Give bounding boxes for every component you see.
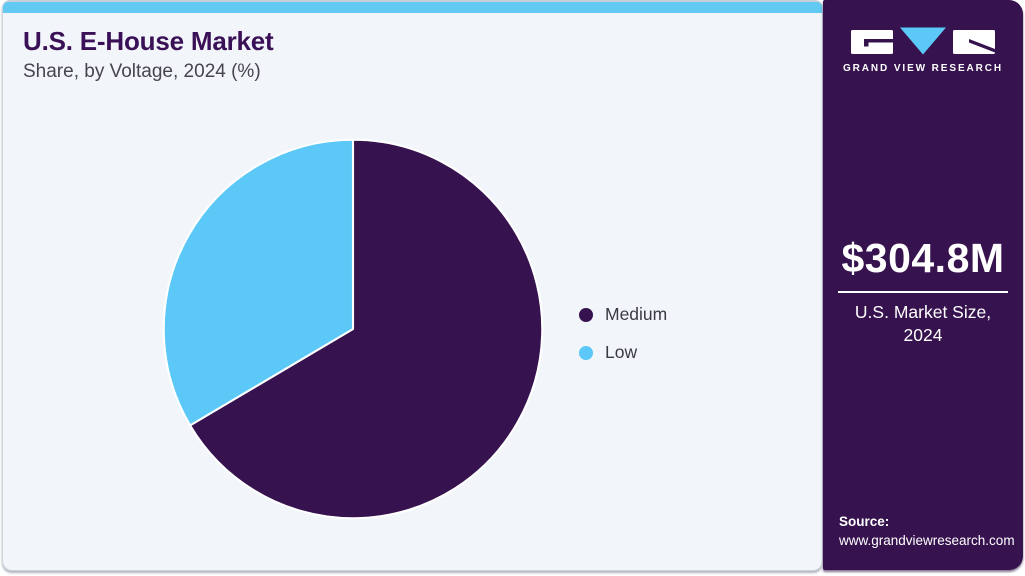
legend-item-low: Low — [579, 342, 667, 363]
logo-wordmark: GRAND VIEW RESEARCH — [843, 63, 1003, 74]
sidebar: GRAND VIEW RESEARCH $304.8M U.S. Market … — [823, 0, 1023, 570]
market-size-caption: U.S. Market Size, 2024 — [823, 301, 1023, 347]
market-size-block: $304.8M U.S. Market Size, 2024 — [823, 235, 1023, 347]
market-size-caption-line2: 2024 — [903, 325, 943, 346]
legend-label-medium: Medium — [605, 304, 668, 324]
gvr-logo-icon — [851, 27, 995, 55]
pie-chart-container — [159, 135, 547, 523]
legend-item-medium: Medium — [579, 304, 667, 325]
market-size-caption-line1: U.S. Market Size, — [854, 302, 992, 322]
source-url: www.grandviewresearch.com — [839, 533, 1015, 549]
logo-letter-v — [900, 27, 946, 55]
chart-panel: U.S. E-House Market Share, by Voltage, 2… — [2, 0, 823, 571]
legend-label-low: Low — [605, 342, 638, 362]
chart-header: U.S. E-House Market Share, by Voltage, 2… — [23, 26, 274, 83]
top-accent-bar — [3, 2, 822, 13]
pie-slice-low — [162, 138, 355, 427]
legend-swatch-medium-icon — [579, 307, 593, 322]
page-subtitle: Share, by Voltage, 2024 (%) — [23, 61, 261, 83]
source-label: Source: — [839, 514, 890, 530]
divider-line — [838, 291, 1008, 293]
logo-letter-r — [953, 30, 995, 54]
legend: Medium Low — [579, 304, 667, 380]
gvr-logo: GRAND VIEW RESEARCH — [823, 26, 1023, 74]
market-size-value: $304.8M — [841, 235, 1005, 281]
page-title: U.S. E-House Market — [23, 26, 274, 56]
logo-letter-g — [851, 30, 893, 54]
legend-swatch-low-icon — [579, 345, 593, 360]
pie-chart — [162, 138, 544, 520]
pie-slice-medium — [189, 138, 544, 520]
source-block: Source: www.grandviewresearch.com — [839, 513, 1015, 551]
